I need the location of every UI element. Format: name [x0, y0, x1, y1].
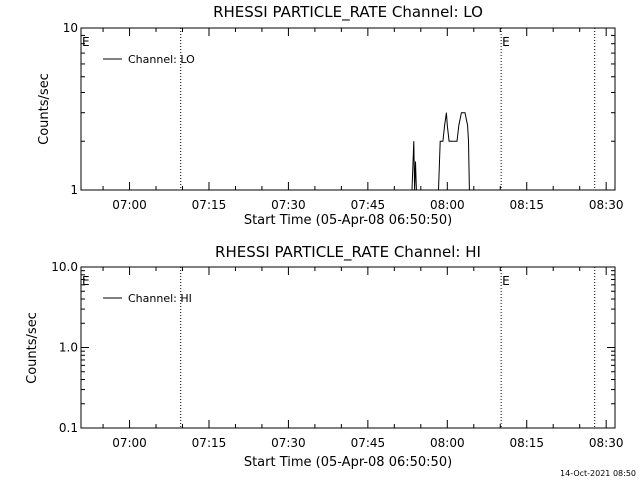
plot-frame [80, 27, 616, 191]
event-marker-label: E [502, 35, 510, 49]
chart-title: RHESSI PARTICLE_RATE Channel: LO [213, 3, 483, 22]
event-marker-label: E [502, 274, 510, 288]
x-tick-label: 08:15 [509, 198, 544, 212]
event-marker-label: E [82, 274, 90, 288]
ticks: 07:00 07:15 07:30 07:45 08:00 08:15 08:30 0.1 1.… [51, 260, 623, 450]
footer-timestamp: 14-Oct-2021 08:50 [560, 469, 636, 478]
chart-title: RHESSI PARTICLE_RATE Channel: HI [215, 243, 481, 262]
y-tick-label: 1.0 [59, 341, 78, 355]
y-tick-label: 10.0 [51, 260, 78, 274]
legend-label: Channel: HI [128, 292, 192, 305]
x-tick-label: 08:15 [509, 436, 544, 450]
chart-panel-hi: RHESSI PARTICLE_RATE Channel: HI Counts/… [25, 243, 623, 470]
x-tick-label: 08:30 [589, 198, 624, 212]
x-tick-label: 07:15 [192, 198, 227, 212]
event-marker-label: E [82, 35, 90, 49]
x-tick-label: 07:00 [112, 198, 147, 212]
y-axis-label: Counts/sec [37, 73, 52, 145]
series-line [411, 112, 472, 191]
x-tick-label: 07:00 [112, 436, 147, 450]
x-tick-label: 07:30 [271, 198, 306, 212]
legend: Channel: LO [103, 53, 195, 66]
series [411, 112, 472, 191]
x-tick-label: 07:15 [192, 436, 227, 450]
y-tick-label: 10 [63, 21, 78, 35]
legend: Channel: HI [103, 292, 192, 305]
x-tick-label: 07:45 [351, 436, 386, 450]
x-tick-label: 08:30 [589, 436, 624, 450]
x-tick-label: 07:30 [271, 436, 306, 450]
y-axis-label: Counts/sec [25, 312, 40, 384]
x-axis-label: Start Time (05-Apr-08 06:50:50) [244, 455, 452, 470]
y-tick-label: 0.1 [59, 421, 78, 435]
legend-label: Channel: LO [128, 53, 195, 66]
x-tick-label: 08:00 [430, 198, 465, 212]
x-tick-label: 07:45 [351, 198, 386, 212]
y-tick-label: 1 [70, 183, 78, 197]
x-axis-label: Start Time (05-Apr-08 06:50:50) [244, 213, 452, 228]
x-tick-label: 08:00 [430, 436, 465, 450]
ticks: 07:00 07:15 07:30 07:45 08:00 08:15 08:30 1 10 [63, 21, 624, 212]
chart-panel-lo: RHESSI PARTICLE_RATE Channel: LO Counts/… [37, 3, 623, 228]
